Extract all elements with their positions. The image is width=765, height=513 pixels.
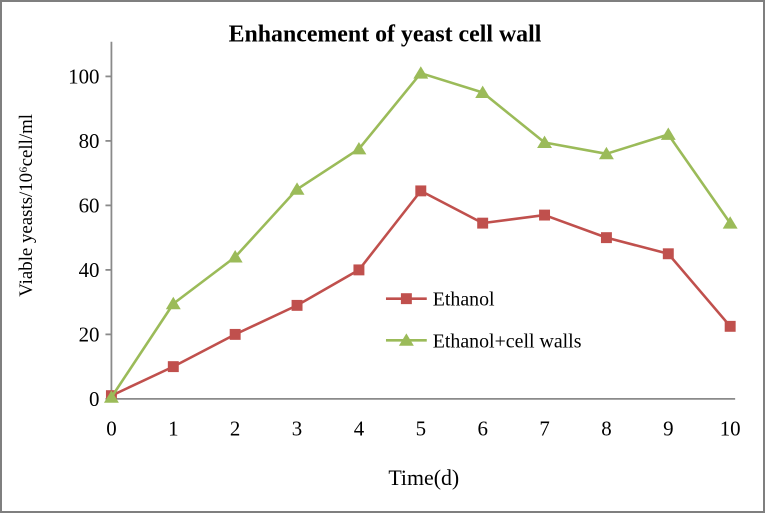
triangle-marker xyxy=(537,135,553,148)
legend: Ethanol Ethanol+cell walls xyxy=(385,289,582,352)
legend-label: Ethanol xyxy=(433,289,495,311)
x-tick-label: 1 xyxy=(168,417,178,441)
square-marker xyxy=(600,232,612,244)
series-ethanol-cell-walls xyxy=(103,66,738,403)
square-marker xyxy=(229,328,241,340)
square-marker xyxy=(477,217,489,229)
square-marker xyxy=(724,320,736,332)
triangle-marker xyxy=(475,85,491,98)
x-tick-label: 0 xyxy=(106,417,116,441)
x-tick-label: 6 xyxy=(477,417,487,441)
x-tick-label: 3 xyxy=(292,417,302,441)
series-ethanol xyxy=(105,185,736,402)
triangle-marker xyxy=(227,250,243,263)
y-tick-label: 80 xyxy=(79,129,100,153)
chart-title: Enhancement of yeast cell wall xyxy=(229,22,542,48)
triangle-marker xyxy=(413,66,429,79)
square-marker xyxy=(291,299,303,311)
x-axis-ticks: 0 1 2 3 4 5 6 7 8 9 10 xyxy=(106,417,740,441)
y-tick-label: 20 xyxy=(79,322,100,346)
x-axis-title: Time(d) xyxy=(388,466,459,490)
triangle-marker xyxy=(289,182,305,195)
x-tick-label: 4 xyxy=(354,417,365,441)
y-tick-label: 0 xyxy=(89,387,99,411)
x-tick-label: 9 xyxy=(663,417,673,441)
y-axis-ticks: 0 20 40 60 80 100 xyxy=(68,64,112,411)
triangle-marker xyxy=(165,296,181,310)
square-marker xyxy=(400,293,412,305)
triangle-marker xyxy=(351,142,367,155)
x-tick-label: 7 xyxy=(539,417,549,441)
square-marker xyxy=(353,264,365,276)
square-marker xyxy=(662,248,674,260)
triangle-marker xyxy=(722,216,738,229)
y-axis-title: Viable yeasts/10⁶cell/ml xyxy=(16,114,37,297)
y-tick-label: 100 xyxy=(68,64,99,88)
x-tick-label: 10 xyxy=(720,417,741,441)
square-marker xyxy=(539,209,551,221)
y-tick-label: 40 xyxy=(79,258,100,282)
triangle-marker xyxy=(598,146,614,160)
x-tick-label: 2 xyxy=(230,417,240,441)
series-line xyxy=(110,71,732,398)
legend-item-ethanol: Ethanol xyxy=(385,289,495,311)
x-tick-label: 5 xyxy=(416,417,426,441)
series-line xyxy=(110,189,732,397)
triangle-marker xyxy=(103,390,119,403)
square-marker xyxy=(415,185,427,197)
x-tick-label: 8 xyxy=(601,417,611,441)
legend-label: Ethanol+cell walls xyxy=(433,330,582,352)
triangle-marker xyxy=(398,333,414,346)
square-marker xyxy=(167,361,179,373)
triangle-marker xyxy=(660,127,676,140)
legend-item-ethanol-cell-walls: Ethanol+cell walls xyxy=(385,330,582,352)
axes xyxy=(110,41,736,400)
y-tick-label: 60 xyxy=(79,193,100,217)
